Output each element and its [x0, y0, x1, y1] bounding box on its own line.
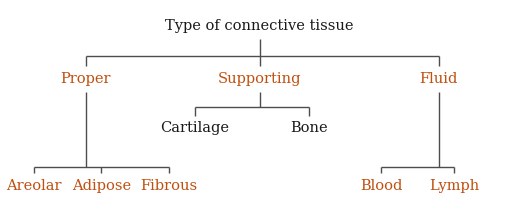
Text: Bone: Bone — [290, 121, 327, 135]
Text: Type of connective tissue: Type of connective tissue — [165, 19, 354, 33]
Text: Fluid: Fluid — [419, 72, 458, 86]
Text: Proper: Proper — [60, 72, 111, 86]
Text: Supporting: Supporting — [218, 72, 301, 86]
Text: Areolar: Areolar — [6, 179, 61, 193]
Text: Fibrous: Fibrous — [140, 179, 197, 193]
Text: Blood: Blood — [360, 179, 403, 193]
Text: Cartilage: Cartilage — [160, 121, 229, 135]
Text: Lymph: Lymph — [429, 179, 479, 193]
Text: Adipose: Adipose — [72, 179, 131, 193]
